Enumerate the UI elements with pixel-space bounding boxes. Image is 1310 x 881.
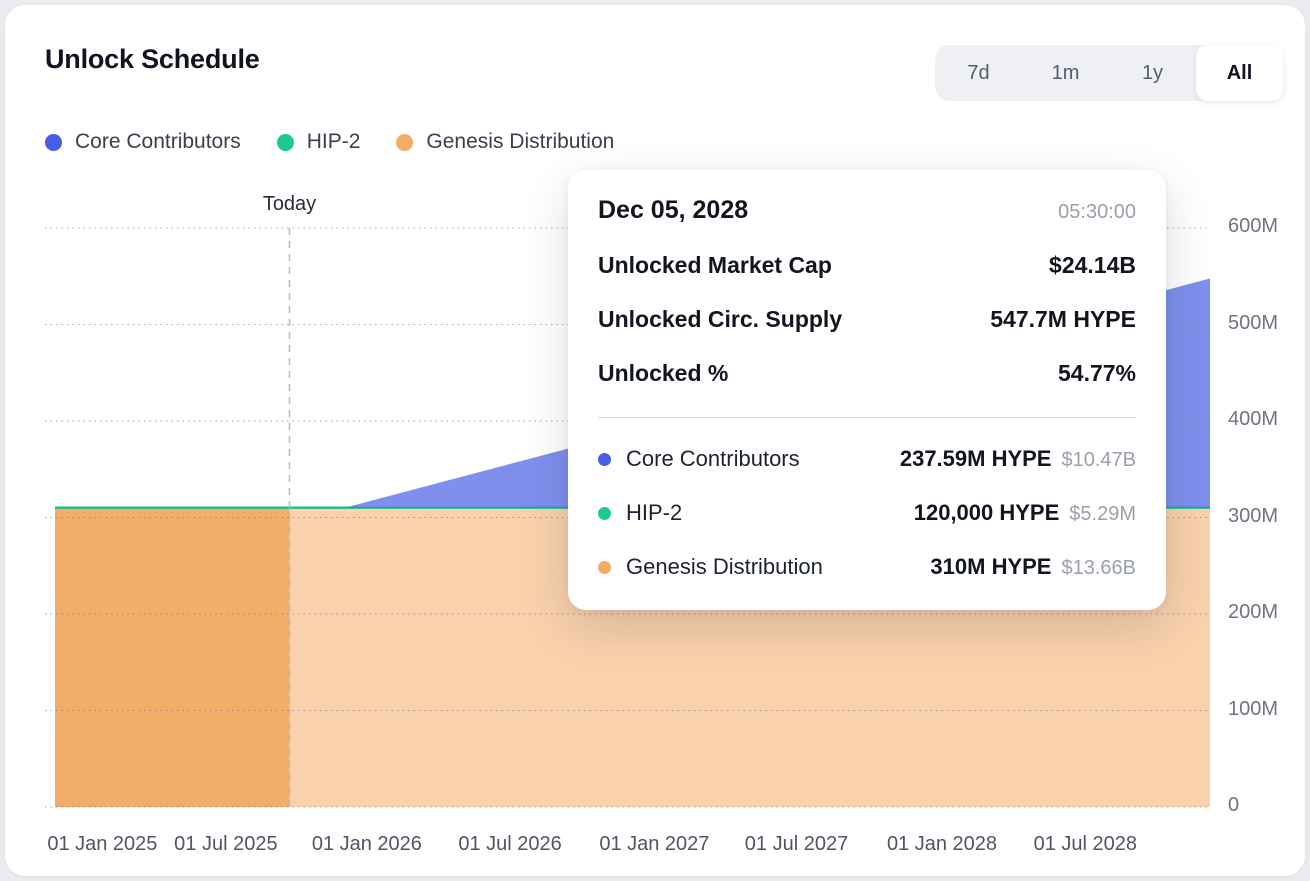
time-range-selector: 7d 1m 1y All bbox=[935, 45, 1283, 101]
core-contributors-dot-icon bbox=[45, 133, 62, 151]
series-name: HIP-2 bbox=[626, 500, 683, 525]
series-amount: 237.59M HYPE bbox=[899, 446, 1052, 471]
chart-legend: Core Contributors HIP-2 Genesis Distribu… bbox=[45, 130, 614, 154]
stat-value: 547.7M HYPE bbox=[990, 306, 1136, 332]
genesis-distribution-dot-icon bbox=[598, 560, 611, 574]
range-button-7d[interactable]: 7d bbox=[935, 45, 1022, 101]
page-title: Unlock Schedule bbox=[45, 44, 260, 74]
stat-value: 54.77% bbox=[1057, 360, 1136, 386]
chart-tooltip: Dec 05, 2028 05:30:00 Unlocked Market Ca… bbox=[568, 170, 1166, 610]
tooltip-date: Dec 05, 2028 bbox=[598, 196, 749, 224]
hip-2-dot-icon bbox=[276, 133, 294, 151]
genesis-distribution-dot-icon bbox=[396, 133, 414, 151]
legend-label: Genesis Distribution bbox=[426, 130, 615, 153]
tooltip-series-row: Core Contributors 237.59M HYPE $10.47B bbox=[598, 446, 1136, 472]
tooltip-stat-row: Unlocked % 54.77% bbox=[598, 360, 1136, 387]
hip-2-dot-icon bbox=[598, 506, 611, 520]
tooltip-time: 05:30:00 bbox=[1058, 201, 1136, 223]
series-usd-value: $10.47B bbox=[1061, 449, 1136, 471]
series-usd-value: $13.66B bbox=[1061, 557, 1136, 579]
tooltip-stat-row: Unlocked Circ. Supply 547.7M HYPE bbox=[598, 306, 1136, 333]
legend-label: Core Contributors bbox=[75, 130, 241, 153]
series-name: Genesis Distribution bbox=[626, 554, 823, 579]
series-name: Core Contributors bbox=[626, 446, 800, 471]
tooltip-divider bbox=[598, 417, 1136, 418]
tooltip-header: Dec 05, 2028 05:30:00 bbox=[598, 196, 1136, 225]
series-amount: 310M HYPE bbox=[930, 554, 1052, 579]
today-marker-label: Today bbox=[262, 193, 317, 215]
tooltip-stats: Unlocked Market Cap $24.14B Unlocked Cir… bbox=[598, 252, 1136, 387]
tooltip-stat-row: Unlocked Market Cap $24.14B bbox=[598, 252, 1136, 279]
core-contributors-dot-icon bbox=[598, 452, 611, 466]
stat-value: $24.14B bbox=[1049, 252, 1136, 278]
range-button-1y[interactable]: 1y bbox=[1109, 45, 1196, 101]
past-region-overlay bbox=[55, 507, 290, 807]
tooltip-series-row: Genesis Distribution 310M HYPE $13.66B bbox=[598, 554, 1136, 580]
tooltip-series-row: HIP-2 120,000 HYPE $5.29M bbox=[598, 500, 1136, 526]
stat-label: Unlocked Market Cap bbox=[598, 252, 832, 278]
legend-label: HIP-2 bbox=[306, 130, 361, 153]
stat-label: Unlocked % bbox=[598, 360, 729, 386]
series-amount: 120,000 HYPE bbox=[913, 500, 1060, 525]
legend-item-hip-2[interactable]: HIP-2 bbox=[276, 130, 361, 154]
range-button-1m[interactable]: 1m bbox=[1022, 45, 1109, 101]
stat-label: Unlocked Circ. Supply bbox=[598, 306, 843, 332]
range-button-all[interactable]: All bbox=[1196, 45, 1283, 101]
legend-item-genesis-distribution[interactable]: Genesis Distribution bbox=[396, 130, 614, 154]
legend-item-core-contributors[interactable]: Core Contributors bbox=[45, 130, 241, 154]
series-usd-value: $5.29M bbox=[1069, 503, 1136, 525]
